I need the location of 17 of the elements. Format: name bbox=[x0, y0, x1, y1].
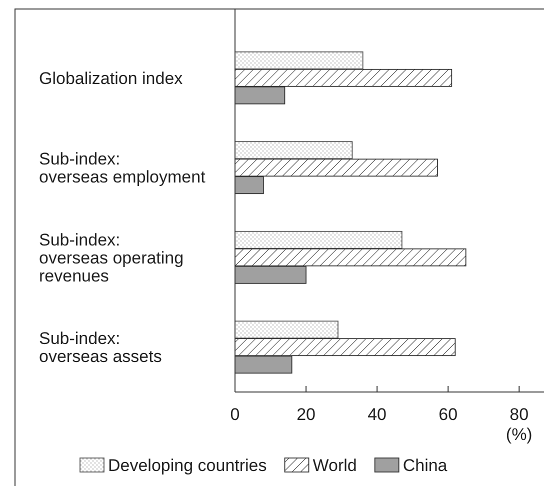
x-tick-label: 80 bbox=[510, 405, 529, 424]
legend-label: World bbox=[312, 456, 357, 475]
bar bbox=[234, 230, 402, 249]
y-tick-label: Sub-index: overseas assets bbox=[39, 329, 162, 366]
x-tick-label: 20 bbox=[296, 405, 316, 424]
bar bbox=[234, 320, 338, 339]
y-tick-label: Globalization index bbox=[39, 68, 184, 88]
bar bbox=[234, 51, 364, 70]
bar bbox=[234, 141, 353, 160]
y-tick-label: Sub-index: overseas employment bbox=[39, 150, 206, 187]
legend-label: China bbox=[402, 456, 448, 475]
x-tick-label: 60 bbox=[438, 405, 458, 424]
y-tick-label: Sub-index: overseas operating revenues bbox=[39, 230, 184, 286]
legend-label: Developing countries bbox=[108, 456, 267, 475]
x-tick-label: 40 bbox=[368, 405, 387, 424]
x-tick-label: 0 bbox=[230, 405, 240, 424]
x-axis-title: (%) bbox=[506, 425, 532, 444]
